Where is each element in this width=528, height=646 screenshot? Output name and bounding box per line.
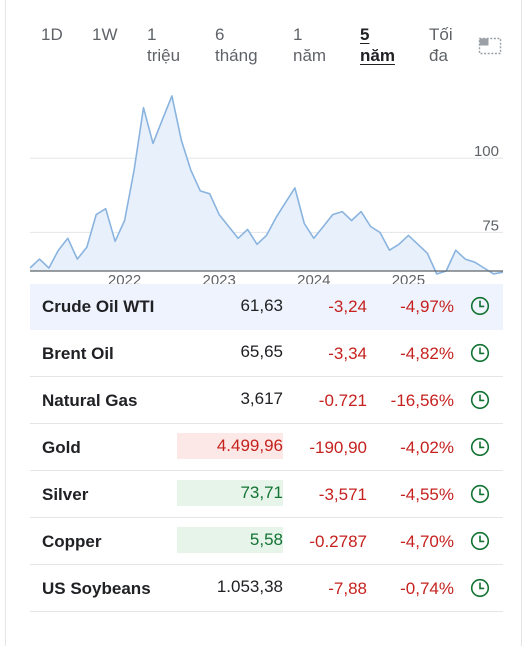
commodity-row[interactable]: Brent Oil 65,65 -3,34 -4,82% xyxy=(30,330,503,377)
clock-icon xyxy=(470,437,490,457)
commodity-change-percent: -4,97% xyxy=(400,297,454,316)
y-tick-label: 100 xyxy=(474,143,499,160)
series-area xyxy=(30,95,503,275)
commodity-row[interactable]: US Soybeans 1.053,38 -7,88 -0,74% xyxy=(30,565,503,612)
expand-icon[interactable] xyxy=(478,36,502,56)
commodity-list: Crude Oil WTI 61,63 -3,24 -4,97% Brent Oil 65… xyxy=(30,284,503,612)
commodity-change: -3,571 xyxy=(318,485,367,504)
commodity-row[interactable]: Silver 73,71 -3,571 -4,55% xyxy=(30,471,503,518)
commodity-change-percent: -4,70% xyxy=(400,532,454,551)
commodity-name: Natural Gas xyxy=(42,391,138,410)
tab-6-months[interactable]: 6 tháng xyxy=(215,25,258,65)
commodity-price: 3,617 xyxy=(240,389,283,408)
commodity-change: -3,24 xyxy=(328,297,367,316)
commodity-change-percent: -4,02% xyxy=(400,438,454,457)
commodity-price: 1.053,38 xyxy=(216,577,283,596)
clock-icon xyxy=(470,484,490,504)
commodity-row[interactable]: Crude Oil WTI 61,63 -3,24 -4,97% xyxy=(30,284,503,330)
series-line xyxy=(30,95,503,275)
commodity-change: -0.2787 xyxy=(309,532,367,551)
commodity-change-percent: -16,56% xyxy=(390,391,454,410)
commodity-price: 5,58 xyxy=(177,527,283,553)
clock-icon xyxy=(470,343,490,363)
commodity-change-percent: -4,55% xyxy=(400,485,454,504)
commodity-price: 65,65 xyxy=(240,342,283,361)
commodity-price: 4.499,96 xyxy=(177,433,283,459)
tab-max[interactable]: Tối đa xyxy=(429,25,453,65)
tab-1d[interactable]: 1D xyxy=(41,25,63,44)
clock-icon xyxy=(470,390,490,410)
markets-card xyxy=(5,0,522,646)
range-tabs: 1D 1W 1 triệu 6 tháng 1 năm 5 năm Tối đa xyxy=(0,24,528,74)
commodity-price: 61,63 xyxy=(240,296,283,315)
commodity-change: -0.721 xyxy=(318,391,367,410)
clock-icon xyxy=(470,531,490,551)
commodity-name: Copper xyxy=(42,532,102,551)
commodity-row[interactable]: Natural Gas 3,617 -0.721 -16,56% xyxy=(30,377,503,424)
y-tick-label: 75 xyxy=(482,217,499,234)
tab-1-year[interactable]: 1 năm xyxy=(293,25,327,65)
commodity-change-percent: -0,74% xyxy=(400,579,454,598)
tab-1w[interactable]: 1W xyxy=(92,25,118,44)
clock-icon xyxy=(470,296,490,316)
commodity-name: Crude Oil WTI xyxy=(42,297,155,316)
commodity-name: Brent Oil xyxy=(42,344,114,363)
commodity-change: -190,90 xyxy=(309,438,367,457)
commodity-price: 73,71 xyxy=(177,480,283,506)
commodity-row[interactable]: Copper 5,58 -0.2787 -4,70% xyxy=(30,518,503,565)
commodity-change: -3,34 xyxy=(328,344,367,363)
commodity-name: Gold xyxy=(42,438,81,457)
tab-5-years-label: 5 năm xyxy=(360,25,395,65)
commodity-change: -7,88 xyxy=(328,579,367,598)
commodity-name: Silver xyxy=(42,485,89,504)
clock-icon xyxy=(470,578,490,598)
tab-1-month[interactable]: 1 triệu xyxy=(147,25,181,65)
commodity-name: US Soybeans xyxy=(42,579,151,598)
commodity-row[interactable]: Gold 4.499,96 -190,90 -4,02% xyxy=(30,424,503,471)
tab-5-years[interactable]: 5 năm xyxy=(360,24,395,66)
commodity-change-percent: -4,82% xyxy=(400,344,454,363)
